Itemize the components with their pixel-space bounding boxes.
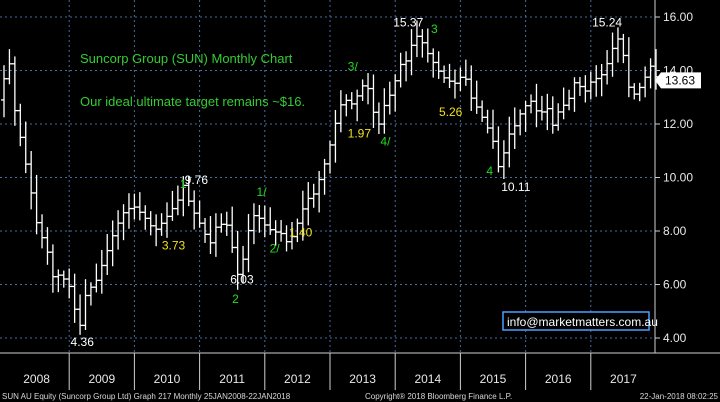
footer-bar (0, 390, 720, 402)
chart-annotation: 4.36 (71, 335, 95, 349)
grid-lines (0, 0, 655, 353)
chart-annotation: 5.26 (439, 105, 463, 119)
footer-center: Copyright® 2018 Bloomberg Finance L.P. (365, 392, 512, 401)
x-tick-label: 2010 (154, 372, 181, 386)
y-tick-label: 8.00 (663, 224, 687, 238)
chart-annotation: 4/ (380, 134, 391, 148)
chart-annotation: 15.37 (393, 15, 423, 29)
y-tick-label: 4.00 (663, 331, 687, 345)
chart-annotation: 10.11 (501, 180, 530, 194)
chart-annotations: 9.761 3.73 6.03 2 1/1.40 2/3/1.97 4/15.37 3 5.26… (71, 15, 623, 349)
last-price-badge: 13.63 (655, 72, 701, 89)
chart-annotation: 1.97 (348, 126, 372, 140)
chart-annotation: 9.76 (185, 173, 209, 187)
x-tick-label: 2009 (88, 372, 115, 386)
chart-title: Suncorp Group (SUN) Monthly Chart (80, 51, 293, 66)
chart-annotation: 2/ (270, 241, 281, 255)
x-tick-label: 2014 (414, 372, 441, 386)
chart-annotation: 6.03 (230, 273, 254, 287)
y-tick-label: 16.00 (663, 10, 693, 24)
chart-annotation: 1 (180, 177, 187, 191)
x-tick-label: 2008 (23, 372, 50, 386)
y-tick-label: 10.00 (663, 171, 693, 185)
x-tick-label: 2016 (545, 372, 572, 386)
footer-left: SUN AU Equity (Suncorp Group Ltd) Graph … (2, 392, 291, 401)
ohlc-bars (1, 20, 659, 335)
chart-annotation: 1.40 (289, 225, 313, 239)
chart-annotation: 2 (232, 292, 239, 306)
x-tick-label: 2013 (349, 372, 376, 386)
last-price-label: 13.63 (665, 73, 695, 87)
chart-annotation: 3/ (348, 60, 359, 74)
x-tick-label: 2015 (480, 372, 507, 386)
x-tick-label: 2017 (610, 372, 637, 386)
chart-annotation: 1/ (257, 185, 268, 199)
chart-subtitle: Our ideal ultimate target remains ~$16. (80, 94, 305, 109)
x-tick-label: 2011 (219, 372, 245, 386)
info-box: info@marketmatters.com.au (502, 311, 658, 331)
x-tick-label: 2012 (284, 372, 311, 386)
info-box-email: info@marketmatters.com.au (507, 315, 658, 329)
x-axis-ticks: 2008 2009 2010 2011 2012 2013 2014 2015 2016 2017 (23, 353, 637, 390)
chart-annotation: 4 (486, 164, 493, 178)
footer-right: 22-Jan-2018 08:02:25 (640, 392, 719, 401)
chart-annotation: 3 (431, 22, 438, 36)
chart-annotation: 3.73 (162, 239, 186, 253)
y-tick-label: 6.00 (663, 278, 687, 292)
chart-annotation: 15.24 (592, 15, 622, 29)
last-price-marker (655, 72, 701, 89)
info-box-frame (502, 311, 650, 331)
y-tick-label: 12.00 (663, 117, 693, 131)
